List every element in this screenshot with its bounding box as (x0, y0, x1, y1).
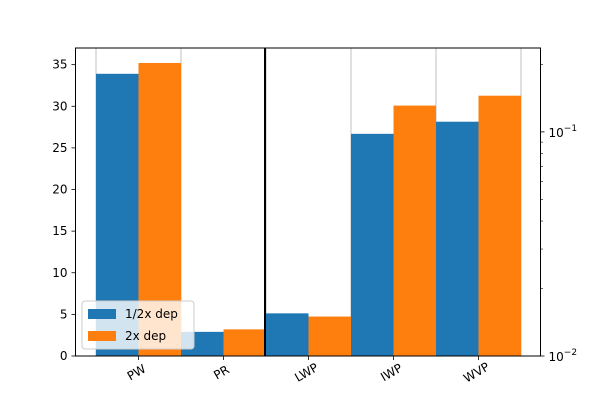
legend: 1/2x dep 2x dep (81, 300, 195, 350)
legend-swatch-1-2x-dep (88, 309, 116, 319)
x-tick-label-pw: PW (125, 362, 149, 384)
left-y-axis: 0 5 10 15 20 25 30 35 (52, 58, 76, 363)
bar-wvp-1-2x-dep (436, 121, 479, 356)
right-tick-label: 10−2 (549, 348, 578, 364)
left-tick-label: 15 (52, 224, 67, 238)
bar-pr-2x-dep (223, 329, 266, 356)
left-tick-label: 30 (52, 99, 67, 113)
plot-frame (75, 47, 541, 357)
bar-iwp-2x-dep (393, 105, 436, 356)
axes (75, 47, 541, 357)
left-tick-label: 25 (52, 141, 67, 155)
legend-label-2x-dep: 2x dep (125, 329, 166, 343)
bar-iwp-1-2x-dep (351, 133, 394, 356)
legend-swatch-2x-dep (88, 331, 116, 341)
bar-lwp-1-2x-dep (266, 313, 309, 356)
x-tick-label-wvp: WVP (461, 360, 492, 386)
right-tick-label: 10−1 (549, 124, 578, 140)
x-tick-label-iwp: IWP (378, 361, 405, 384)
left-tick-label: 20 (52, 183, 67, 197)
bar-wvp-2x-dep (478, 95, 521, 357)
left-tick-label: 5 (60, 307, 68, 321)
left-tick-label: 10 (52, 266, 67, 280)
x-tick-label-lwp: LWP (292, 360, 320, 384)
legend-label-1-2x-dep: 1/2x dep (125, 307, 178, 321)
left-tick-label: 0 (60, 349, 68, 363)
right-y-axis: 10−2 10−1 (540, 64, 578, 364)
x-axis: PW PR LWP IWP WVP (125, 356, 492, 385)
left-tick-label: 35 (52, 58, 67, 72)
bar-lwp-2x-dep (308, 316, 351, 356)
x-tick-label-pr: PR (211, 363, 231, 383)
